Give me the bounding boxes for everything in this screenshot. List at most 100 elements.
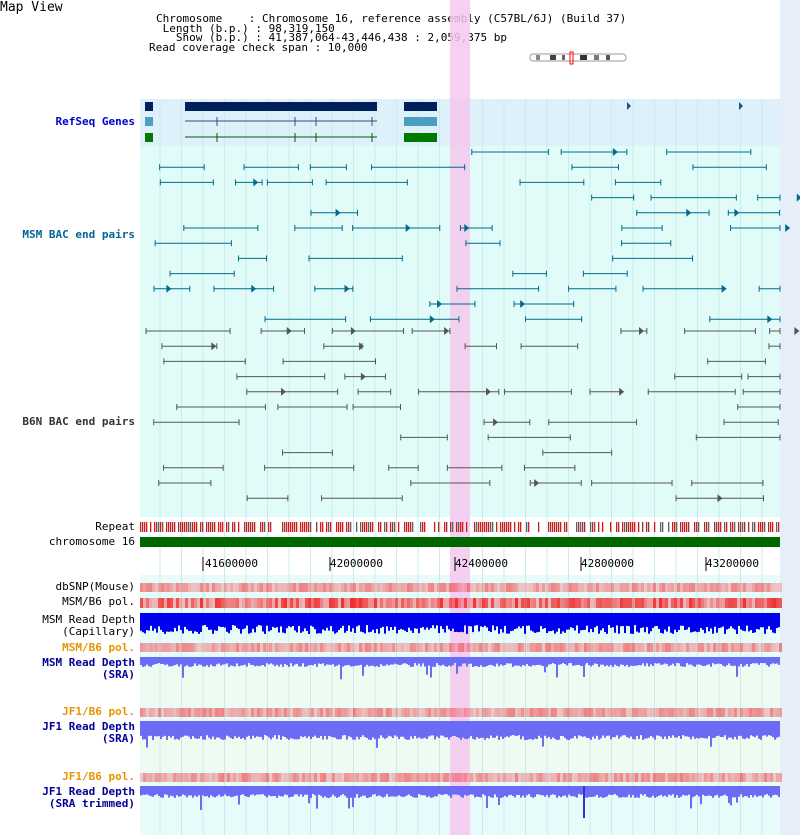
jf1-depth-sra-bar [266,721,268,736]
jf1-depth-sra-bar [186,721,188,736]
jf1-depth-trim-bar [498,786,500,806]
jf1-pol-heat-2 [509,773,512,782]
dbsnp-heat [176,583,179,592]
jf1-depth-trim-bar [248,786,250,797]
jf1-depth-trim-bar [216,786,218,797]
jf1-depth-sra-bar [344,721,346,736]
msm-pol-heat [707,598,710,608]
jf1-depth-trim-bar [390,786,392,797]
msm-pol-heat [413,598,416,608]
jf1-depth-trim-bar [502,786,504,798]
jf1-depth-trim-bar [154,786,156,796]
jf1-depth-sra-bar [516,721,518,736]
jf1-pol-heat-2 [194,773,197,782]
jf1-pol-heat-2 [347,773,350,782]
jf1-depth-trim-bar [236,786,238,796]
msm-depth-capillary-bar [142,613,144,633]
jf1-depth-sra-bar [402,721,404,737]
msm-depth-capillary-bar [520,613,522,629]
msm-depth-capillary-bar [474,613,476,626]
msm-pol-heat-sra [434,643,437,652]
dbsnp-heat [389,583,392,592]
msm-pol-heat [275,598,278,608]
msm-depth-capillary-bar [426,613,428,628]
jf1-depth-trim-bar [318,786,320,795]
msm-depth-capillary-bar [326,613,328,628]
jf1-depth-trim-bar [462,786,464,798]
msm-depth-sra-bar [298,657,300,667]
msm-depth-capillary-bar [368,613,370,633]
jf1-pol-heat [245,708,248,717]
repeat-element [764,522,766,532]
repeat-element [288,522,290,532]
msm-pol-heat-sra [500,643,503,652]
msm-depth-sra-bar [484,657,486,667]
msm-pol-heat [767,598,770,608]
msm-depth-sra-bar [264,657,266,667]
msm-depth-sra-bar [146,657,148,665]
jf1-depth-sra-bar [388,721,390,736]
msm-depth-sra-bar [566,657,568,666]
dbsnp-heat [527,583,530,592]
jf1-depth-trim-bar [466,786,468,796]
jf1-depth-sra-bar [686,721,688,737]
jf1-depth-sra-bar [392,721,394,739]
repeat-element [450,522,452,532]
msm-pol-heat-sra [521,643,524,652]
msm-pol-heat-sra [611,643,614,652]
msm-depth-sra-bar [636,657,638,666]
jf1-depth-sra-bar [718,721,720,736]
msm-depth-sra-bar [182,657,184,678]
repeat-element [372,522,374,532]
msm-depth-capillary-bar [358,613,360,626]
msm-pol-heat [581,598,584,608]
jf1-pol-heat [344,708,347,717]
msm-pol-heat-sra [485,643,488,652]
msm-depth-capillary-bar [292,613,294,626]
dbsnp-heat [638,583,641,592]
jf1-depth-trim-bar [208,786,210,798]
msm-depth-capillary-bar [728,613,730,629]
dbsnp-heat [299,583,302,592]
jf1-depth-trim-bar [272,786,274,796]
jf1-depth-sra-bar [672,721,674,736]
msm-pol-heat-sra [593,643,596,652]
repeat-element [554,522,556,532]
repeat-element [306,522,308,532]
msm-pol-heat [398,598,401,608]
jf1-depth-sra-bar [198,721,200,739]
jf1-depth-trim-bar [378,786,380,796]
jf1-depth-trim-bar [460,786,462,797]
msm-pol-heat [365,598,368,608]
jf1-depth-trim-bar [708,786,710,796]
jf1-depth-trim-bar [168,786,170,798]
jf1-depth-sra-bar [406,721,408,740]
jf1-pol-heat [578,708,581,717]
repeat-element [162,522,164,532]
msm-depth-sra-bar [610,657,612,665]
b6n-bac-end-pair [350,327,356,335]
chromosome-ideogram[interactable] [528,51,630,65]
track-label-jf1-b6-pol: JF1/B6 pol. [62,705,135,718]
msm-depth-capillary-bar [632,613,634,634]
jf1-pol-heat [674,708,677,717]
dbsnp-heat [170,583,173,592]
jf1-depth-sra-bar [474,721,476,740]
msm-depth-sra-bar [244,657,246,665]
dbsnp-heat [350,583,353,592]
jf1-pol-heat-2 [356,773,359,782]
jf1-pol-heat [608,708,611,717]
msm-pol-heat-sra [581,643,584,652]
msm-pol-heat [635,598,638,608]
jf1-pol-heat-2 [563,773,566,782]
msm-depth-sra-bar [606,657,608,666]
msm-pol-heat-sra [551,643,554,652]
jf1-pol-heat-2 [344,773,347,782]
msm-pol-heat-sra [266,643,269,652]
jf1-pol-heat-2 [413,773,416,782]
jf1-pol-heat [563,708,566,717]
msm-pol-heat-sra [737,643,740,652]
jf1-pol-heat-2 [395,773,398,782]
jf1-depth-sra-bar [292,721,294,739]
